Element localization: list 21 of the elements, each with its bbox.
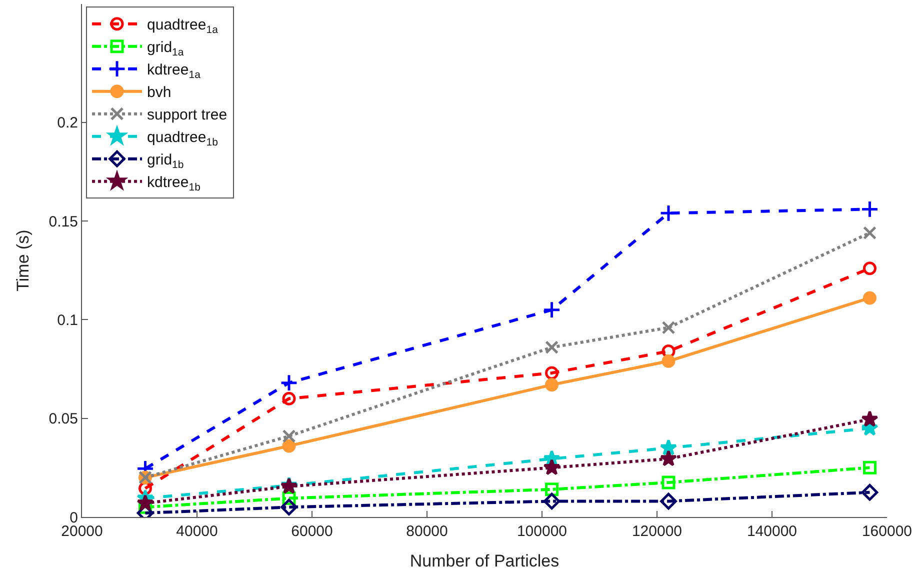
x-tick-label: 60000 [291, 523, 333, 540]
legend-label: grid$_{1b}$ [147, 152, 184, 171]
legend-label: quadtree$_{1b}$ [147, 129, 218, 148]
legend-label: quadtree$_{1a}$ [147, 16, 218, 36]
x-axis-title: Number of Particles [410, 551, 560, 570]
legend-label: kdtree$_{1a}$ [147, 62, 201, 81]
x-tick-label: 100000 [516, 523, 568, 540]
legend-label: grid$_{1a}$ [147, 39, 184, 58]
x-tick-label: 160000 [862, 523, 912, 540]
legend-label: kdtree$_{1b}$ [147, 174, 201, 194]
y-tick-label: 0.15 [48, 213, 78, 230]
legend-label: bvh [147, 84, 172, 102]
y-axis-title: Time (s) [13, 230, 32, 292]
y-tick-label: 0.2 [57, 114, 78, 132]
y-tick-label: 0.1 [57, 312, 78, 329]
x-tick-label: 140000 [746, 523, 798, 540]
legend-label: support tree [147, 106, 228, 124]
y-tick-label: 0.05 [48, 410, 78, 428]
x-tick-label: 80000 [406, 523, 448, 540]
x-tick-label: 40000 [176, 523, 218, 540]
x-tick-label: 120000 [632, 523, 682, 540]
